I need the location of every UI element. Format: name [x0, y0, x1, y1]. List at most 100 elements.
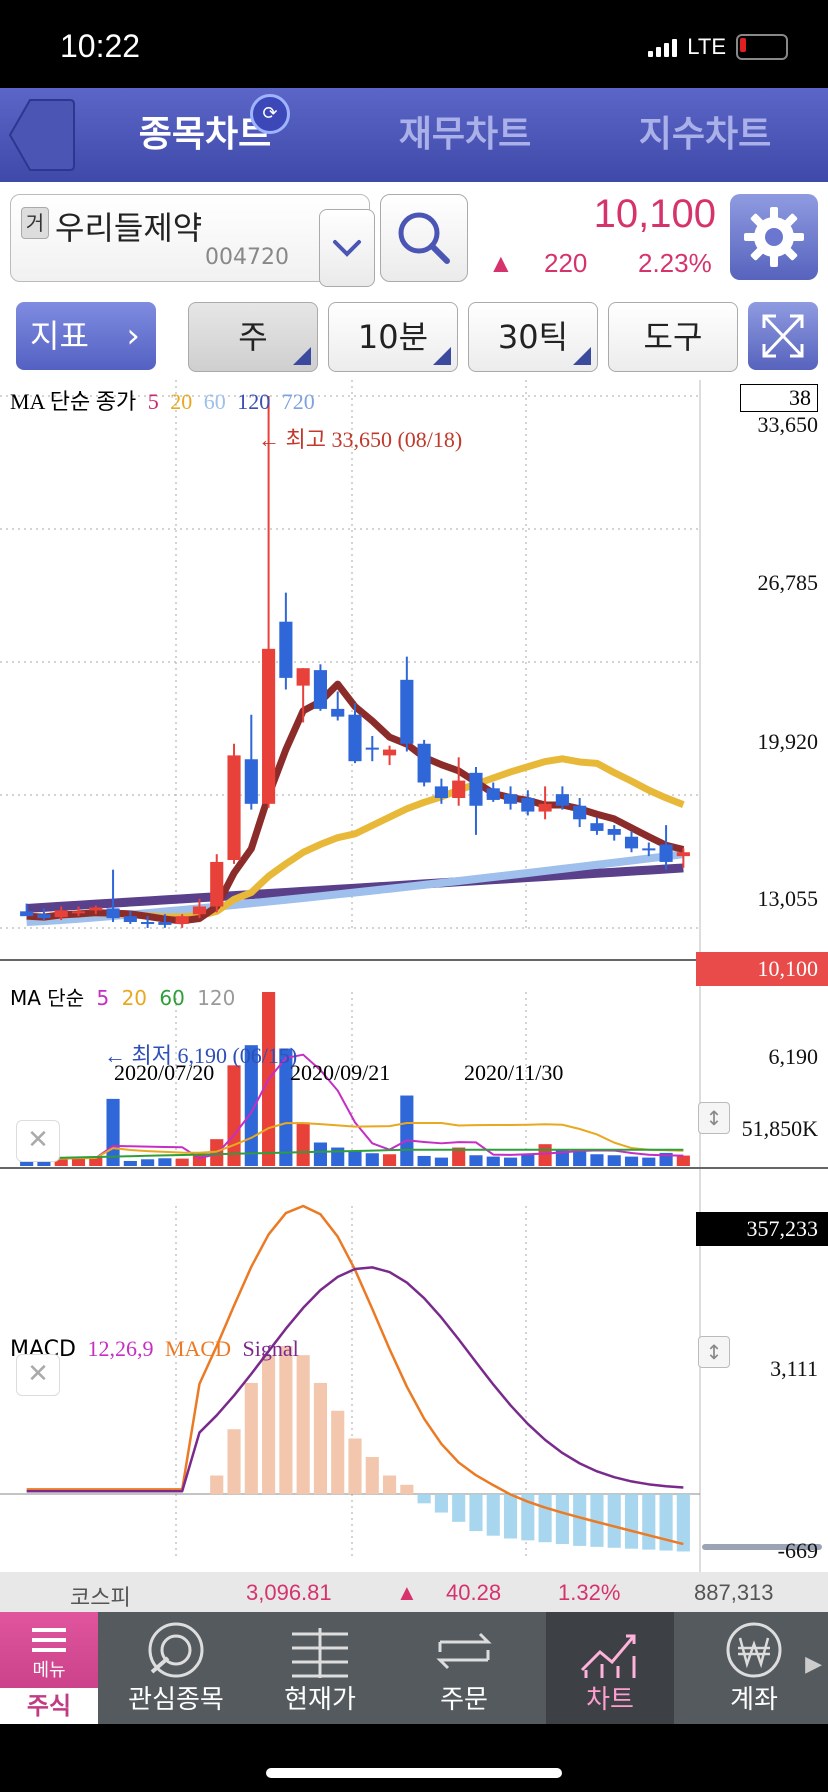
volume-bar: [382, 1154, 397, 1166]
period-week-label: 주: [238, 318, 268, 356]
macd-line-label: MACD: [164, 1336, 231, 1361]
ma120-line: [26, 863, 684, 913]
settings-button[interactable]: [730, 194, 818, 280]
candle-body: [642, 848, 656, 851]
volume-bar: [503, 1157, 518, 1166]
ma120-label: 120: [237, 389, 271, 414]
candle-body: [573, 805, 587, 820]
volume-bar: [20, 1158, 34, 1166]
stock-info-row: 거 우리들제약 004720 10,100 ▲ 220 2.23%: [0, 182, 828, 287]
chart-tab-bar: 종목차트 ⟳ 재무차트 지수차트: [0, 88, 828, 182]
price-y-label: 26,785: [757, 570, 819, 595]
ma5-label: 5: [147, 389, 159, 414]
dropdown-corner-icon: [293, 347, 311, 365]
vol-ma60-label: 60: [159, 986, 185, 1010]
chart-canvas[interactable]: [0, 380, 828, 1572]
candle-body: [521, 798, 535, 812]
resize-icon: ↕: [705, 1106, 723, 1130]
volume-bar: [175, 1158, 189, 1166]
chart-toolbar: 지표 › 주 10분 30틱 도구: [0, 292, 828, 380]
menu-button[interactable]: 메뉴 주식: [0, 1612, 98, 1724]
volume-bar: [227, 1065, 241, 1166]
index-change: 40.28: [446, 1580, 502, 1605]
home-indicator[interactable]: [266, 1768, 562, 1778]
back-button[interactable]: [0, 96, 76, 174]
up-arrow-icon: ▲: [396, 1580, 418, 1605]
candle-body: [555, 794, 569, 806]
nav-order[interactable]: 주문: [400, 1612, 528, 1724]
macd-params: 12,26,9: [87, 1336, 154, 1361]
indicator-button[interactable]: 지표 ›: [16, 302, 156, 370]
macd-histogram-bar: [417, 1494, 431, 1504]
volume-bar: [624, 1156, 639, 1166]
volume-bar: [573, 1149, 587, 1166]
chevron-right-icon: ›: [126, 316, 140, 356]
macd-histogram-bar: [434, 1494, 448, 1513]
volume-bar: [676, 1155, 690, 1166]
volume-bar: [348, 1150, 362, 1166]
resize-volume-handle[interactable]: ↕: [698, 1102, 730, 1134]
candle-body: [348, 714, 362, 762]
vol-ma20-label: 20: [121, 986, 148, 1010]
network-label: LTE: [687, 34, 726, 59]
macd-histogram-bar: [469, 1494, 483, 1532]
macd-histogram-bar: [573, 1494, 587, 1546]
candle-body: [262, 648, 276, 804]
status-icons: LTE: [648, 34, 788, 60]
watchlist-icon: [148, 1622, 204, 1678]
period-week-button[interactable]: 주: [188, 302, 318, 372]
candle-body: [123, 916, 137, 922]
resize-macd-handle[interactable]: ↕: [698, 1336, 730, 1368]
candle-body: [486, 788, 500, 800]
close-macd-button[interactable]: ✕: [16, 1354, 60, 1396]
index-value: 3,096.81: [246, 1580, 332, 1605]
candle-body: [106, 908, 120, 919]
volume-bar: [89, 1157, 103, 1166]
macd-histogram-bar: [452, 1494, 466, 1522]
vol-ma5-label: 5: [96, 986, 110, 1010]
nav-chart[interactable]: 차트: [546, 1612, 674, 1724]
candle-body: [192, 906, 207, 915]
volume-bar: [37, 1159, 51, 1166]
candle-body: [607, 829, 621, 835]
tab-index-chart[interactable]: 지수차트: [638, 114, 772, 155]
chart-area[interactable]: MA 단순 종가 5 20 60 120 720 38 33,650 26,78…: [0, 380, 828, 1572]
volume-bar: [590, 1154, 604, 1166]
close-volume-button[interactable]: ✕: [16, 1120, 60, 1162]
menu-label: 메뉴: [32, 1660, 65, 1681]
ma720-label: 720: [281, 389, 315, 414]
macd-histogram-bar: [555, 1494, 569, 1545]
tools-button[interactable]: 도구: [608, 302, 738, 372]
volume-legend: MA 단순 5 20 60 120: [10, 982, 235, 1011]
candle-body: [503, 794, 518, 804]
macd-histogram-bar: [400, 1484, 414, 1495]
volume-bar: [141, 1159, 155, 1166]
nav-current-price[interactable]: 현재가: [256, 1612, 384, 1724]
macd-y-top: 3,111: [770, 1356, 818, 1381]
current-price: 10,100: [593, 192, 716, 236]
nav-account[interactable]: 계좌: [690, 1612, 818, 1724]
nav-watchlist[interactable]: 관심종목: [112, 1612, 240, 1724]
tab-financial-chart[interactable]: 재무차트: [398, 114, 532, 155]
candle-body: [141, 921, 155, 924]
price-legend-prefix: MA 단순 종가: [10, 389, 137, 414]
high-note: ← 최고 33,650 (08/18): [258, 427, 463, 452]
chevron-down-icon[interactable]: [319, 209, 375, 287]
price-change-pct: 2.23%: [638, 248, 712, 278]
expand-button[interactable]: [748, 302, 818, 370]
volume-bar: [469, 1155, 483, 1166]
nav-more-arrow-icon[interactable]: ▶: [805, 1652, 822, 1677]
dropdown-corner-icon: [433, 347, 451, 365]
tab-stock-chart[interactable]: 종목차트: [138, 114, 272, 155]
status-bar: 10:22 LTE: [0, 0, 828, 88]
stock-selector[interactable]: 거 우리들제약 004720: [10, 194, 375, 287]
period-tick-button[interactable]: 30틱: [468, 302, 598, 372]
chart-icon: [580, 1634, 636, 1678]
search-button[interactable]: [380, 194, 468, 282]
won-icon: [726, 1622, 782, 1678]
candle-body: [210, 861, 224, 907]
candle-body: [365, 747, 379, 750]
period-minute-button[interactable]: 10분: [328, 302, 458, 372]
index-ticker[interactable]: 코스피 3,096.81 ▲ 40.28 1.32% 887,313: [0, 1572, 828, 1612]
stock-code: 004720: [205, 245, 289, 270]
